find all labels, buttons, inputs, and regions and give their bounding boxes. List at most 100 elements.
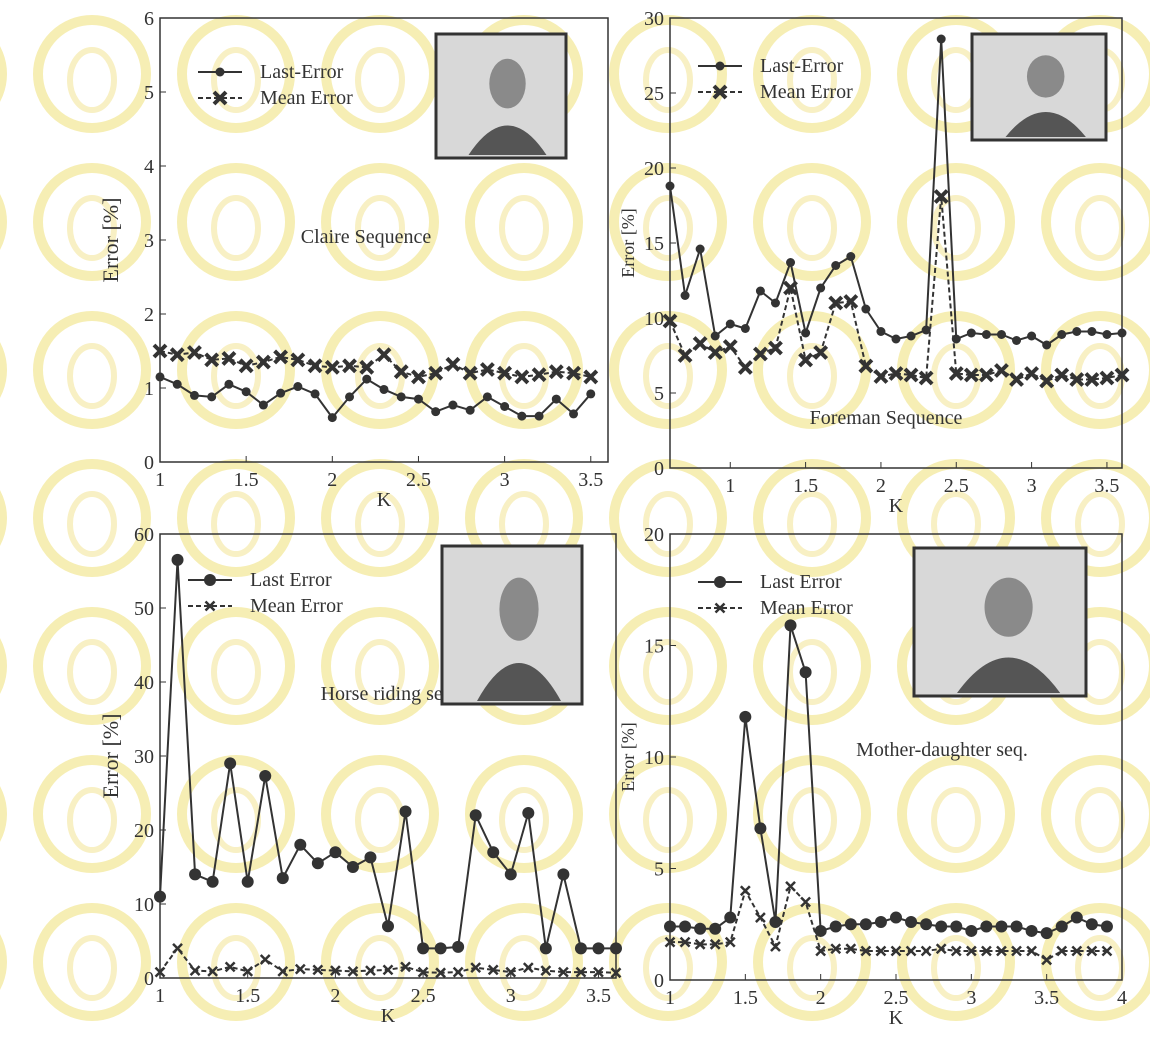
x-tick-label: 2.5 <box>406 469 431 491</box>
y-axis-label: Error [%] <box>618 208 638 277</box>
y-tick-label: 15 <box>644 233 664 255</box>
marker <box>1057 330 1066 339</box>
marker <box>1071 912 1083 924</box>
thumbnail-figure <box>489 59 525 109</box>
marker <box>846 252 855 261</box>
figure: 012345611.522.533.5KError [%]Claire Sequ… <box>0 0 1150 1041</box>
y-tick-label: 4 <box>144 156 154 178</box>
marker <box>875 916 887 928</box>
marker <box>329 846 341 858</box>
y-tick-label: 3 <box>144 230 154 252</box>
marker <box>920 918 932 930</box>
y-tick-label: 40 <box>134 672 154 694</box>
x-tick-label: 3 <box>500 469 510 491</box>
marker <box>997 330 1006 339</box>
marker <box>517 412 526 421</box>
y-tick-label: 30 <box>644 8 664 30</box>
marker <box>347 861 359 873</box>
marker <box>569 409 578 418</box>
marker <box>786 258 795 267</box>
x-tick-label: 3.5 <box>578 469 603 491</box>
marker <box>540 942 552 954</box>
marker <box>452 941 464 953</box>
marker <box>754 822 766 834</box>
marker <box>831 261 840 270</box>
x-tick-label: 4 <box>1117 987 1127 1009</box>
marker <box>505 868 517 880</box>
marker <box>277 872 289 884</box>
legend-label: Mean Error <box>760 81 853 103</box>
x-tick-label: 1 <box>665 987 675 1009</box>
marker <box>586 389 595 398</box>
y-tick-label: 0 <box>144 968 154 990</box>
marker <box>224 380 233 389</box>
marker <box>435 942 447 954</box>
marker <box>470 809 482 821</box>
marker <box>905 916 917 928</box>
marker <box>487 846 499 858</box>
marker <box>1101 920 1113 932</box>
marker <box>414 395 423 404</box>
marker <box>769 916 781 928</box>
marker <box>937 35 946 44</box>
marker <box>800 666 812 678</box>
marker <box>552 395 561 404</box>
marker <box>741 324 750 333</box>
y-tick-label: 25 <box>644 83 664 105</box>
x-tick-label: 2.5 <box>411 985 436 1007</box>
marker <box>293 382 302 391</box>
marker <box>907 332 916 341</box>
marker <box>1011 920 1023 932</box>
y-tick-label: 2 <box>144 304 154 326</box>
marker <box>557 868 569 880</box>
marker <box>189 868 201 880</box>
thumbnail-figure <box>1027 55 1065 97</box>
x-tick-label: 1 <box>155 985 165 1007</box>
annotation: Foreman Sequence <box>810 407 963 429</box>
marker <box>328 413 337 422</box>
marker <box>950 920 962 932</box>
marker <box>173 380 182 389</box>
marker <box>696 245 705 254</box>
x-axis-label: K <box>889 495 904 517</box>
annotation: Claire Sequence <box>301 226 432 248</box>
x-tick-label: 2 <box>327 469 337 491</box>
y-tick-label: 30 <box>134 746 154 768</box>
marker <box>890 912 902 924</box>
x-tick-label: 3 <box>506 985 516 1007</box>
y-tick-label: 0 <box>144 452 154 474</box>
marker <box>276 389 285 398</box>
marker <box>312 857 324 869</box>
x-tick-label: 2 <box>816 987 826 1009</box>
marker <box>364 851 376 863</box>
legend-label: Last-Error <box>760 55 844 77</box>
marker <box>982 330 991 339</box>
y-axis-label: Error [%] <box>98 198 123 283</box>
marker <box>1102 330 1111 339</box>
marker <box>483 392 492 401</box>
marker <box>466 406 475 415</box>
x-tick-label: 3.5 <box>1034 987 1059 1009</box>
marker <box>1118 329 1127 338</box>
marker <box>522 807 534 819</box>
x-tick-label: 3.5 <box>1094 475 1119 497</box>
x-tick-label: 3 <box>966 987 976 1009</box>
y-tick-label: 10 <box>134 894 154 916</box>
marker <box>739 711 751 723</box>
marker <box>967 329 976 338</box>
marker <box>845 918 857 930</box>
y-tick-label: 20 <box>644 158 664 180</box>
marker <box>724 912 736 924</box>
marker <box>156 372 165 381</box>
marker <box>190 391 199 400</box>
x-tick-label: 1 <box>725 475 735 497</box>
marker <box>801 329 810 338</box>
legend-label: Last Error <box>760 571 842 593</box>
legend-marker <box>716 62 725 71</box>
marker <box>417 942 429 954</box>
marker <box>830 920 842 932</box>
marker <box>1087 327 1096 336</box>
marker <box>311 389 320 398</box>
legend-marker <box>714 576 726 588</box>
marker <box>771 299 780 308</box>
